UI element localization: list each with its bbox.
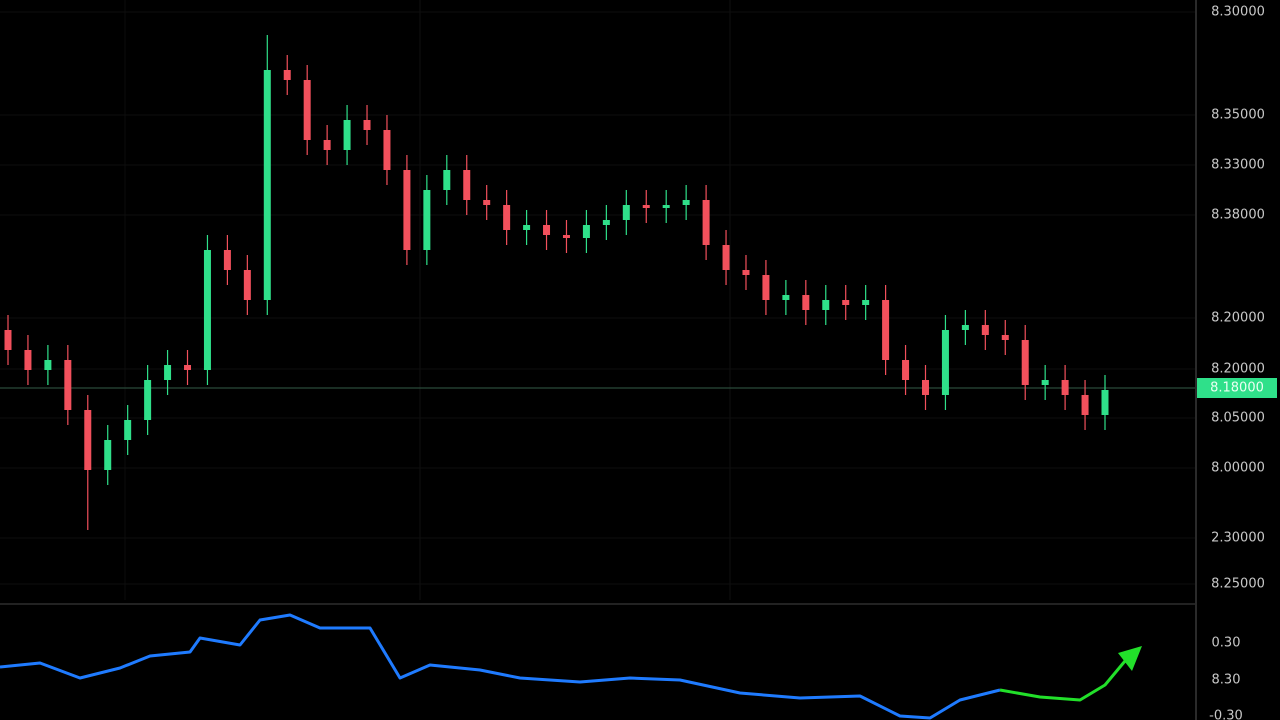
candle-body bbox=[443, 170, 451, 190]
candle-body bbox=[842, 300, 850, 305]
candle-body bbox=[902, 360, 910, 380]
candle-body bbox=[503, 205, 511, 230]
candle-body bbox=[243, 270, 251, 300]
y-tick-label: 8.05000 bbox=[1211, 411, 1265, 426]
candle-body bbox=[104, 440, 112, 470]
candle-body bbox=[1061, 380, 1069, 395]
candle-body bbox=[602, 220, 610, 225]
indicator-line bbox=[999, 654, 1132, 702]
candle-body bbox=[483, 200, 491, 205]
candle-body bbox=[223, 250, 231, 270]
current-price-box bbox=[1197, 378, 1277, 398]
candle-body bbox=[1021, 340, 1029, 385]
candle-body bbox=[263, 70, 271, 300]
candle-body bbox=[303, 80, 311, 140]
y-tick-label: 8.30 bbox=[1212, 673, 1241, 688]
candle-body bbox=[622, 205, 630, 220]
candle-body bbox=[1001, 335, 1009, 340]
candle-body bbox=[283, 70, 291, 80]
candle-body bbox=[921, 380, 929, 395]
candle-body bbox=[802, 295, 810, 310]
candle-body bbox=[4, 330, 12, 350]
candle-body bbox=[463, 170, 471, 200]
candle-body bbox=[543, 225, 551, 235]
candle-body bbox=[981, 325, 989, 335]
candle-body bbox=[403, 170, 411, 250]
candle-body bbox=[1041, 380, 1049, 385]
candle-body bbox=[84, 410, 92, 470]
candle-body bbox=[782, 295, 790, 300]
candle-body bbox=[124, 420, 132, 440]
candle-body bbox=[383, 130, 391, 170]
candle-body bbox=[144, 380, 152, 420]
candle-body bbox=[323, 140, 331, 150]
current-price-label: 8.18000 bbox=[1210, 381, 1264, 396]
candle-body bbox=[822, 300, 830, 310]
y-tick-label: 8.20000 bbox=[1211, 311, 1265, 326]
candle-body bbox=[582, 225, 590, 238]
candle-body bbox=[682, 200, 690, 205]
candle-body bbox=[1081, 395, 1089, 415]
candle-body bbox=[742, 270, 750, 275]
candle-body bbox=[203, 250, 211, 370]
y-tick-label: -0.30 bbox=[1209, 709, 1243, 720]
candle-body bbox=[164, 365, 172, 380]
indicator-line bbox=[0, 613, 1001, 720]
candle-body bbox=[523, 225, 531, 230]
y-tick-label: 8.20000 bbox=[1211, 362, 1265, 377]
candle-body bbox=[862, 300, 870, 305]
arrow-head bbox=[1118, 646, 1142, 671]
y-tick-label: 8.00000 bbox=[1211, 461, 1265, 476]
candle-body bbox=[44, 360, 52, 370]
candle-body bbox=[662, 205, 670, 208]
y-tick-label: 8.25000 bbox=[1211, 577, 1265, 592]
candle-body bbox=[64, 360, 72, 410]
y-tick-label: 0.30 bbox=[1212, 636, 1241, 651]
candle-body bbox=[702, 200, 710, 245]
candle-body bbox=[882, 300, 890, 360]
candle-body bbox=[562, 235, 570, 238]
candle-body bbox=[363, 120, 371, 130]
candle-body bbox=[941, 330, 949, 395]
candle-body bbox=[24, 350, 32, 370]
candle-body bbox=[184, 365, 192, 370]
y-tick-label: 8.30000 bbox=[1211, 5, 1265, 20]
y-tick-label: 8.38000 bbox=[1211, 208, 1265, 223]
candle-body bbox=[642, 205, 650, 208]
candle-body bbox=[722, 245, 730, 270]
candle-body bbox=[343, 120, 351, 150]
candle-body bbox=[1101, 390, 1109, 415]
y-tick-label: 8.35000 bbox=[1211, 108, 1265, 123]
y-tick-label: 8.33000 bbox=[1211, 158, 1265, 173]
y-tick-label: 2.30000 bbox=[1211, 531, 1265, 546]
candle-body bbox=[762, 275, 770, 300]
candle-body bbox=[423, 190, 431, 250]
candle-body bbox=[961, 325, 969, 330]
